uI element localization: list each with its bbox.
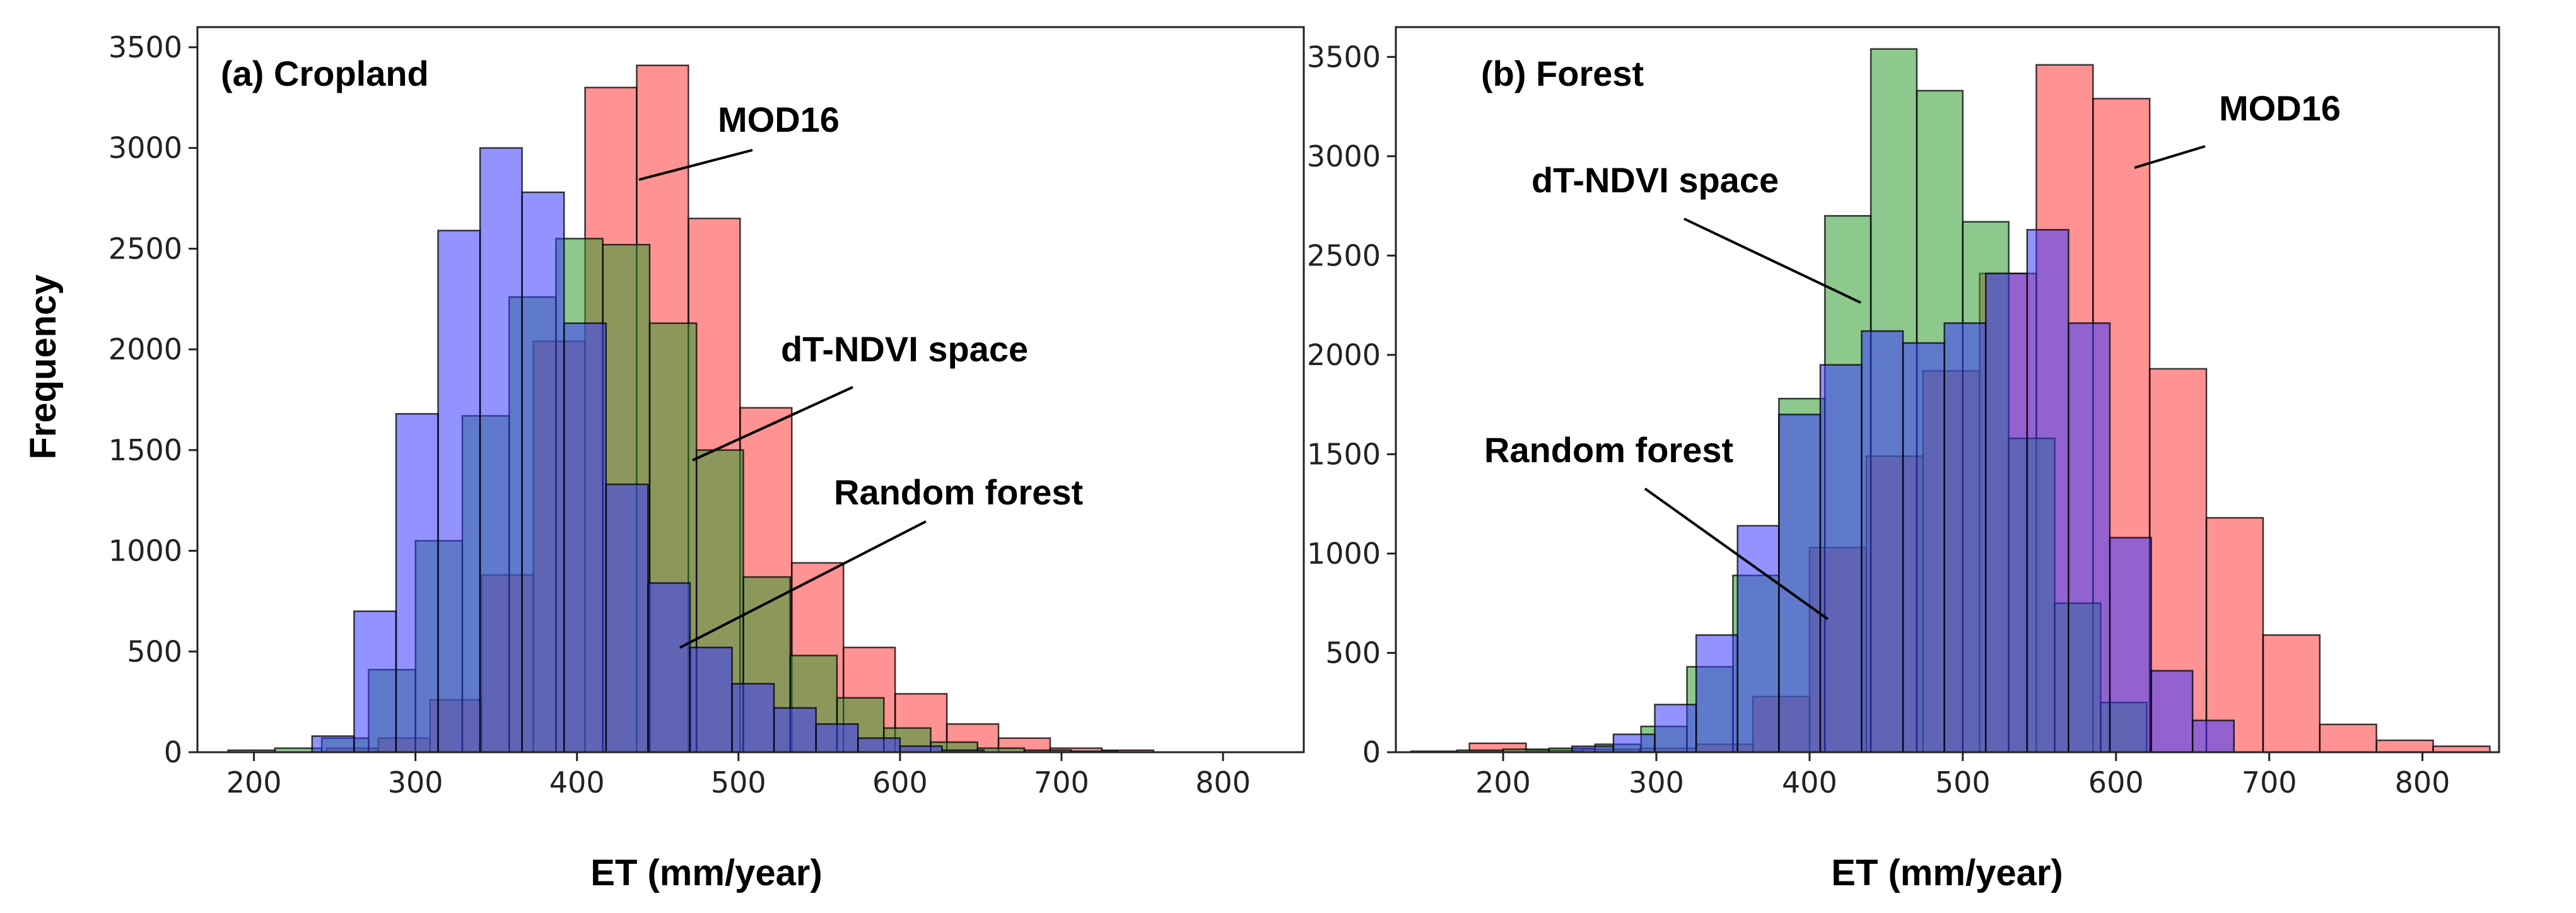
annot-rf-forest: Random forest [1484,430,1733,470]
y-tick-label-cropland: 3000 [108,131,182,165]
annot-mod16-cropland: MOD16 [718,100,840,139]
bar-random-forest-cropland [605,483,649,753]
y-tick-label-forest: 2000 [1307,338,1381,372]
bar-random-forest-cropland [311,735,355,753]
ticks-cropland: 200 300 400 500 600 700 800 0 500 1000 1500 2000 250… [108,30,1251,800]
leader-mod16-cropland [638,149,753,181]
leader-rf-cropland [679,520,927,649]
x-tick-label-cropland: 200 [226,765,282,800]
bar-random-forest-cropland [773,707,817,753]
x-tick-label-cropland: 800 [1195,765,1251,800]
x-tick-label-cropland: 400 [549,765,605,800]
panel-title-forest: (b) Forest [1481,54,1644,93]
ticks-forest: 200 300 400 500 600 700 800 0 500 1000 1500 2000 250… [1307,40,2450,800]
bar-random-forest-cropland [689,646,733,753]
bar-random-forest-cropland [353,610,397,753]
bar-random-forest-forest [1984,272,2029,753]
bars-cropland [227,64,1155,753]
panel-forest: 200 300 400 500 600 700 800 0 500 1000 1500 2000 250… [1307,26,2500,893]
y-tick-label-cropland: 2000 [108,332,182,366]
bar-random-forest-cropland [479,147,523,753]
bar-random-forest-forest [1819,364,1863,753]
x-tick-label-forest: 600 [2088,765,2144,800]
bar-mod16-forest [2262,634,2321,753]
x-tick-label-forest: 300 [1629,765,1684,800]
bar-random-forest-forest [1902,342,1945,753]
bar-random-forest-forest [1861,330,1904,753]
bar-random-forest-cropland [437,230,481,753]
bar-random-forest-forest [1695,634,1738,753]
x-tick-label-cropland: 500 [711,765,766,800]
y-tick-label-cropland: 3500 [108,30,182,64]
y-tick-label-forest: 1000 [1307,537,1381,571]
bar-random-forest-cropland [395,413,439,753]
bar-random-forest-forest [1654,704,1697,753]
bar-random-forest-forest [2068,322,2111,753]
y-axis-title: Frequency [23,274,64,459]
y-tick-label-forest: 3000 [1307,139,1381,173]
y-tick-label-forest: 3500 [1307,40,1381,74]
annot-rf-cropland: Random forest [834,472,1083,512]
bars-forest [1410,48,2491,753]
y-tick-label-cropland: 2500 [108,231,182,265]
y-tick-label-cropland: 500 [127,634,182,668]
bar-random-forest-forest [2150,670,2194,753]
annot-mod16-forest: MOD16 [2219,88,2341,128]
y-tick-label-cropland: 0 [164,735,182,769]
plot-frame-cropland [196,26,1305,753]
series-random-forest-forest [1571,229,2235,753]
leader-rf-forest [1644,487,1829,620]
bar-random-forest-cropland [815,723,859,753]
x-tick-label-cropland: 700 [1034,765,1089,800]
x-tick-label-forest: 200 [1475,765,1531,800]
y-tick-label-cropland: 1500 [108,433,182,467]
y-tick-label-cropland: 1000 [108,534,182,568]
x-axis-title-forest: ET (mm/year) [1831,852,2063,893]
x-tick-label-forest: 400 [1782,765,1837,800]
x-axis-title-cropland: ET (mm/year) [590,852,822,893]
x-tick-label-cropland: 600 [872,765,928,800]
bar-random-forest-forest [1943,322,1987,753]
bar-mod16-forest [2319,723,2377,753]
bar-random-forest-forest [2026,229,2070,753]
bar-random-forest-forest [1612,733,1656,753]
leader-dtndvi-cropland [692,386,853,462]
panel-title-cropland: (a) Cropland [221,54,429,93]
x-tick-label-forest: 700 [2242,765,2297,800]
x-tick-label-cropland: 300 [388,765,443,800]
annot-dtndvi-forest: dT-NDVI space [1531,160,1779,200]
annot-dtndvi-cropland: dT-NDVI space [781,329,1028,369]
leader-mod16-forest [2134,145,2206,169]
bar-random-forest-cropland [731,683,775,753]
y-tick-label-forest: 0 [1362,735,1381,769]
plot-frame-forest [1395,26,2500,753]
y-tick-label-forest: 1500 [1307,437,1381,471]
bar-random-forest-cropland [857,737,901,753]
y-tick-label-forest: 2500 [1307,238,1381,272]
bar-random-forest-forest [1778,414,1822,753]
x-tick-label-forest: 800 [2395,765,2450,800]
bar-random-forest-cropland [647,582,691,753]
leader-dtndvi-forest [1683,218,1861,304]
x-tick-label-forest: 500 [1935,765,1991,800]
panel-cropland: 200 300 400 500 600 700 800 0 500 1000 1500 2000 250… [108,26,1305,893]
bar-mod16-forest [2205,516,2264,753]
bar-mod16-forest [2375,739,2434,753]
bar-random-forest-forest [2191,719,2235,753]
bar-random-forest-cropland [521,191,565,753]
bar-random-forest-forest [2109,537,2152,753]
y-tick-label-forest: 500 [1325,636,1381,670]
bar-random-forest-cropland [563,322,607,753]
